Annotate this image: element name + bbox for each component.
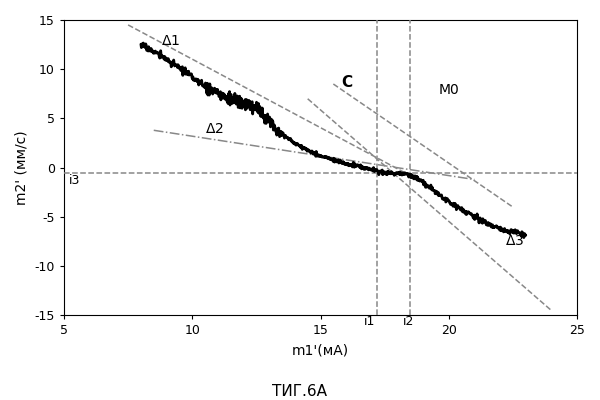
Text: M0: M0 bbox=[439, 83, 459, 97]
Text: i3: i3 bbox=[69, 174, 80, 188]
Text: i2: i2 bbox=[403, 315, 414, 328]
Text: i1: i1 bbox=[364, 315, 376, 328]
Text: $\Delta$2: $\Delta$2 bbox=[205, 122, 224, 136]
Text: $\Delta$3: $\Delta$3 bbox=[505, 234, 524, 248]
X-axis label: m1'(мA): m1'(мA) bbox=[292, 343, 349, 357]
Y-axis label: m2' (мм/c): m2' (мм/c) bbox=[15, 130, 29, 205]
Text: $\Delta$1: $\Delta$1 bbox=[161, 34, 181, 48]
Text: C: C bbox=[341, 75, 352, 90]
Text: ΤИГ.6A: ΤИГ.6A bbox=[272, 384, 328, 399]
